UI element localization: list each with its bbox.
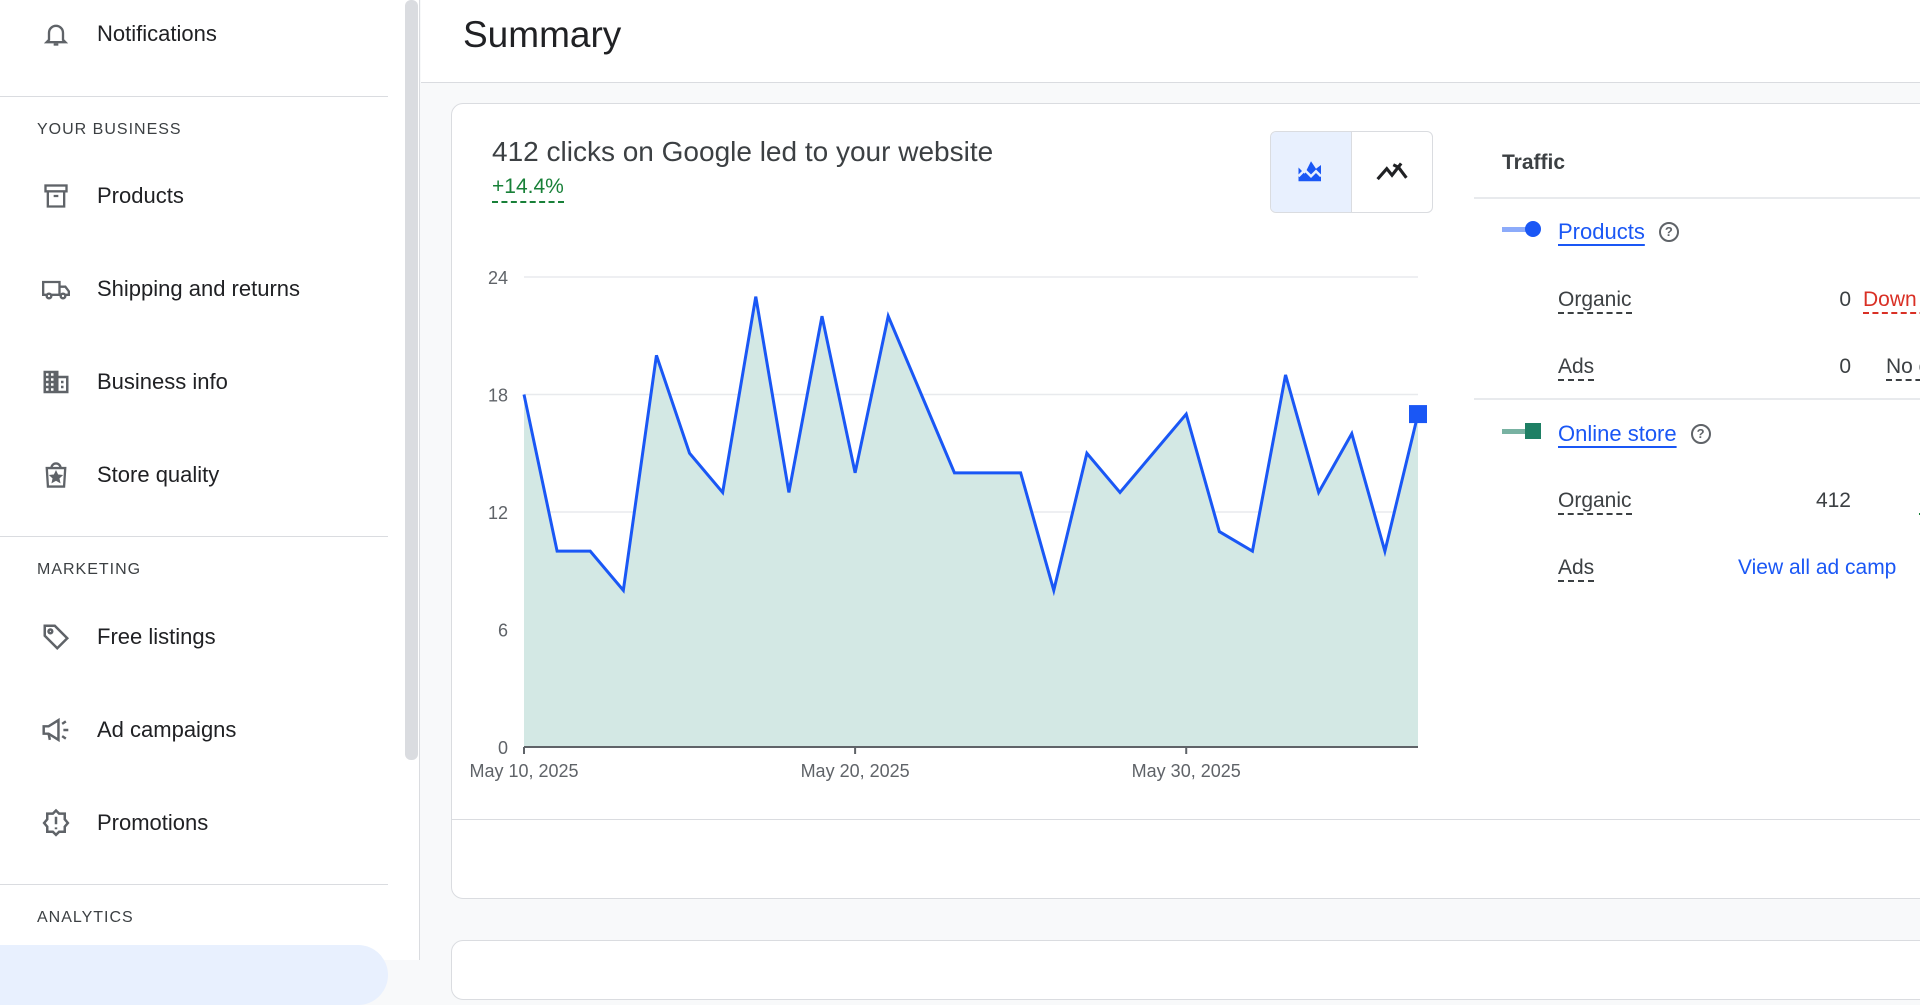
sidebar-item-label: Business info (97, 369, 228, 394)
clicks-delta[interactable]: +14.4% (492, 175, 564, 203)
sidebar-item-label: Shipping and returns (97, 276, 301, 301)
sidebar-item-products[interactable]: Products (0, 166, 388, 226)
line-compare-icon (1375, 158, 1409, 187)
ads-label[interactable]: Ads (1558, 556, 1595, 582)
archive-box-icon (40, 180, 72, 212)
traffic-header: Traffic (1502, 151, 1566, 174)
y-tick-label: 6 (498, 621, 508, 641)
sidebar-item-shipping[interactable]: Shipping and returns (0, 259, 388, 319)
sidebar-item-free-listings[interactable]: Free listings (0, 607, 388, 667)
page-title: Summary (463, 14, 622, 55)
organic-value: 412 (1815, 489, 1851, 512)
truck-icon (40, 273, 72, 305)
section-analytics: ANALYTICS (37, 909, 134, 926)
y-tick-label: 18 (488, 386, 508, 406)
sidebar-item-label: Notifications (97, 21, 217, 46)
divider (1474, 398, 1920, 400)
bell-icon (40, 18, 72, 50)
sidebar-item-store-quality[interactable]: Store quality (0, 445, 388, 505)
traffic-panel: Traffic C Products ? Organic 0 Down fr A… (1474, 104, 1920, 819)
line-dot-icon (1502, 218, 1544, 245)
last-point-marker (1409, 405, 1427, 424)
organic-label[interactable]: Organic (1558, 489, 1632, 515)
series-line (522, 296, 1420, 597)
clicks-chart: 0 6 12 18 24 May 10, 2025 May 20, 2025 May 30, … (469, 268, 1427, 781)
help-icon[interactable]: ? (1690, 423, 1711, 444)
sidebar-item-label: Free listings (97, 624, 216, 649)
area-fill (524, 296, 1418, 747)
products-link[interactable]: Products (1558, 218, 1645, 244)
sidebar-item-label: Store quality (97, 462, 220, 487)
organic-value: 0 (1839, 288, 1851, 311)
sidebar-item-active[interactable] (0, 945, 388, 1005)
y-tick-label: 24 (488, 268, 508, 288)
ads-change[interactable]: No ch (1886, 355, 1920, 381)
compare-view-button[interactable] (1352, 132, 1432, 212)
y-tick-label: 12 (488, 503, 508, 523)
divider (452, 819, 1920, 820)
divider (1474, 197, 1920, 199)
promo-badge-icon (40, 807, 72, 839)
organic-change[interactable]: Down fr (1863, 288, 1920, 314)
sidebar-scrollbar[interactable] (405, 0, 418, 760)
sidebar-item-promotions[interactable]: Promotions (0, 793, 388, 853)
building-icon (40, 366, 72, 398)
ads-label[interactable]: Ads (1558, 355, 1595, 381)
sidebar: Notifications YOUR BUSINESS Products Shi… (0, 0, 420, 1005)
help-icon[interactable]: ? (1658, 221, 1679, 242)
next-card (451, 940, 1920, 1000)
sidebar-item-label: Products (97, 183, 184, 208)
card-title: 412 clicks on Google led to your website (492, 136, 994, 167)
x-tick-label: May 20, 2025 (801, 761, 910, 781)
tag-icon (40, 621, 72, 653)
section-your-business: YOUR BUSINESS (37, 121, 182, 138)
divider (0, 96, 388, 97)
online-store-link[interactable]: Online store (1558, 420, 1677, 446)
area-square-icon (1502, 420, 1544, 447)
traffic-group-products: Products ? (1502, 218, 1679, 245)
sidebar-item-label: Promotions (97, 810, 209, 835)
area-view-button[interactable] (1271, 132, 1352, 212)
divider (0, 884, 388, 885)
view-all-ad-campaigns-link[interactable]: View all ad camp (1738, 556, 1897, 579)
organic-label[interactable]: Organic (1558, 288, 1632, 314)
megaphone-icon (40, 714, 72, 746)
sidebar-item-label: Ad campaigns (97, 717, 237, 742)
area-chart-icon (1296, 156, 1326, 189)
page-header: Summary (421, 0, 1920, 83)
sidebar-item-notifications[interactable]: Notifications (0, 4, 388, 64)
y-tick-label: 0 (498, 738, 508, 758)
section-marketing: MARKETING (37, 561, 142, 578)
store-badge-icon (40, 459, 72, 491)
sidebar-item-ad-campaigns[interactable]: Ad campaigns (0, 700, 388, 760)
ads-value: 0 (1839, 355, 1851, 378)
x-tick-label: May 30, 2025 (1132, 761, 1241, 781)
chart-view-toggle (1270, 131, 1433, 213)
clicks-summary-card: 412 clicks on Google led to your website… (451, 103, 1920, 899)
divider (0, 536, 388, 537)
traffic-group-online-store: Online store ? (1502, 420, 1711, 447)
x-tick-label: May 10, 2025 (469, 761, 578, 781)
sidebar-item-business-info[interactable]: Business info (0, 352, 388, 412)
